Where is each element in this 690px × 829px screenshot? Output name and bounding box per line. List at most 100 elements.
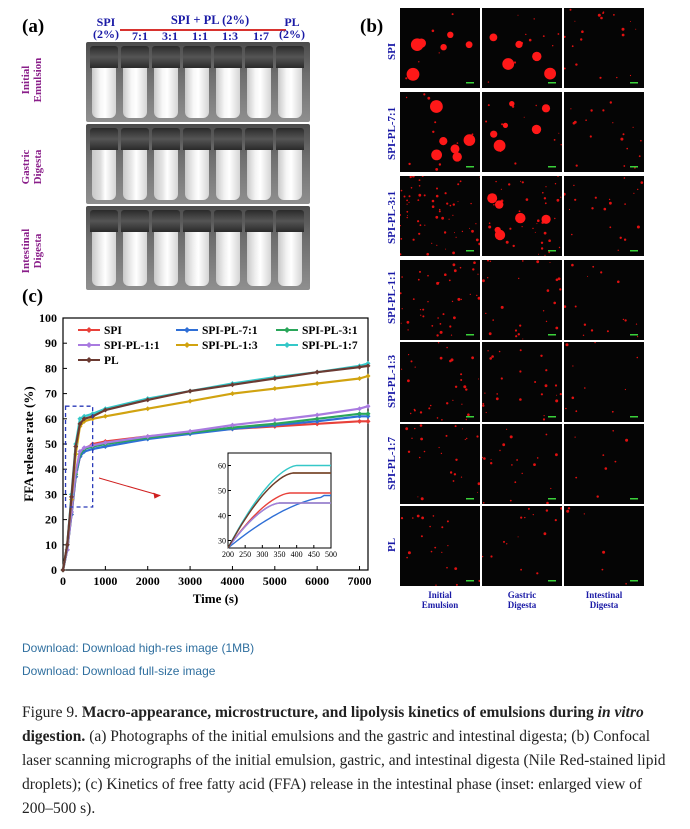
sample-vial <box>183 210 211 286</box>
micrograph <box>400 342 480 422</box>
data-point <box>357 418 363 424</box>
header-pl-bottom: (2%) <box>279 27 305 41</box>
legend-label: SPI-PL-3:1 <box>302 325 358 337</box>
micro-col-line: Digesta <box>589 600 619 610</box>
data-point <box>77 416 83 422</box>
x-axis-label: Time (s) <box>193 591 239 606</box>
sample-vial <box>214 210 242 286</box>
sample-vial <box>276 46 304 118</box>
header-spi: SPI (2%) <box>88 16 124 40</box>
panel-c-label: (c) <box>22 286 44 307</box>
micro-row-label: PL <box>386 537 398 552</box>
micrograph <box>400 424 480 504</box>
row-label-initial: Initial Emulsion <box>20 45 48 115</box>
data-point <box>365 373 371 379</box>
sample-vial <box>121 46 149 118</box>
sample-vial <box>121 128 149 200</box>
micrograph <box>564 424 644 504</box>
legend-marker <box>86 357 92 363</box>
sample-vial <box>245 46 273 118</box>
legend-marker <box>184 327 190 333</box>
y-tick-label: 40 <box>45 462 57 476</box>
data-point <box>314 412 320 418</box>
data-point <box>81 416 87 422</box>
data-point <box>272 421 278 427</box>
micro-row-label: SPI-PL-1:1 <box>386 270 398 324</box>
micrograph <box>482 506 562 586</box>
y-tick-label: 0 <box>51 563 57 577</box>
sample-vial <box>276 128 304 200</box>
data-point <box>365 363 371 369</box>
sample-vial <box>152 210 180 286</box>
micrograph <box>482 92 562 172</box>
sample-vial <box>183 128 211 200</box>
inset-x-tick-label: 300 <box>256 550 268 559</box>
data-point <box>64 542 70 548</box>
sample-vial <box>245 128 273 200</box>
micrograph <box>400 176 480 256</box>
micro-col-line: Initial <box>428 590 452 600</box>
data-point <box>357 406 363 412</box>
sample-vial <box>245 210 273 286</box>
y-tick-label: 90 <box>45 336 57 350</box>
data-point <box>272 417 278 423</box>
legend-marker <box>86 342 92 348</box>
data-point <box>145 406 151 412</box>
inset-x-tick-label: 450 <box>308 550 320 559</box>
y-tick-label: 60 <box>45 412 57 426</box>
micrograph <box>564 342 644 422</box>
data-point <box>187 428 193 434</box>
data-point <box>314 416 320 422</box>
data-point <box>365 413 371 419</box>
caption-body: (a) Photographs of the initial emulsions… <box>22 728 666 817</box>
data-point <box>314 381 320 387</box>
micrograph <box>400 8 480 88</box>
data-point <box>77 421 83 427</box>
row-label-line: Initial <box>20 65 32 95</box>
micro-col-line: Digesta <box>507 600 537 610</box>
sample-vial <box>121 210 149 286</box>
micrograph <box>400 260 480 340</box>
x-tick-label: 5000 <box>263 574 287 588</box>
data-point <box>102 407 108 413</box>
download-full-size-link[interactable]: Download: Download full-size image <box>22 664 216 678</box>
inset-x-tick-label: 200 <box>222 550 234 559</box>
legend-marker <box>284 327 290 333</box>
ratio-label: 7:1 <box>132 29 148 43</box>
micrograph <box>482 424 562 504</box>
legend-label: SPI <box>104 325 122 337</box>
legend-marker <box>284 342 290 348</box>
micrograph <box>564 8 644 88</box>
x-tick-label: 6000 <box>305 574 329 588</box>
data-point <box>229 422 235 428</box>
row-label-line: Emulsion <box>32 57 44 103</box>
data-point <box>68 494 74 500</box>
micro-col-label: Initial Emulsion <box>400 590 480 610</box>
caption-prefix: Figure 9. <box>22 704 82 721</box>
ratio-label: 1:1 <box>192 29 208 43</box>
legend-label: SPI-PL-1:1 <box>104 340 160 352</box>
legend-marker <box>86 327 92 333</box>
inset-background <box>216 445 341 565</box>
caption-title: Macro-appearance, microstructure, and li… <box>81 704 598 721</box>
data-point <box>357 364 363 370</box>
header-pl-top: PL <box>284 15 300 29</box>
inset-x-tick-label: 500 <box>325 550 337 559</box>
legend-label: SPI-PL-1:7 <box>302 340 358 352</box>
inset-line-spi-pl-1-1 <box>227 502 331 549</box>
x-tick-label: 1000 <box>93 574 117 588</box>
header-pl: PL (2%) <box>276 16 308 40</box>
sample-vial <box>214 46 242 118</box>
legend-label: SPI-PL-7:1 <box>202 325 258 337</box>
x-tick-label: 4000 <box>220 574 244 588</box>
header-group: SPI + PL (2%) <box>170 13 250 27</box>
y-tick-label: 50 <box>45 437 57 451</box>
micro-row-label: SPI <box>386 42 398 60</box>
data-point <box>73 444 79 450</box>
legend-label: PL <box>104 355 119 367</box>
micro-row-label: SPI-PL-3:1 <box>386 190 398 244</box>
micro-row-label: SPI-PL-7:1 <box>386 106 398 160</box>
micrograph <box>564 176 644 256</box>
download-high-res-link[interactable]: Download: Download high-res image (1MB) <box>22 641 255 655</box>
